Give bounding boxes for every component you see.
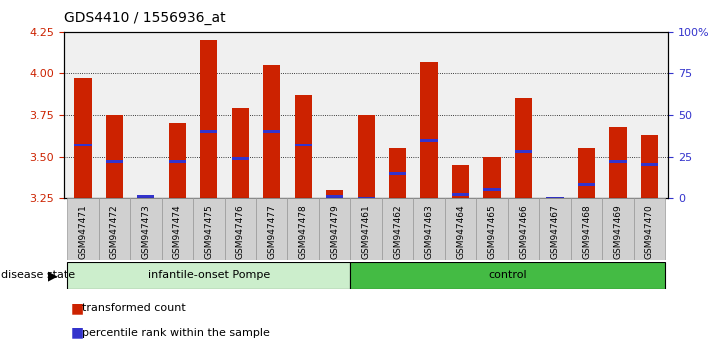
Bar (483, 156, 501, 198)
Bar (225, 198, 256, 260)
Text: ▶: ▶ (48, 269, 58, 282)
Bar (319, 198, 351, 260)
Bar (602, 198, 634, 260)
Bar (539, 198, 571, 260)
Bar (263, 130, 280, 133)
Text: GSM947478: GSM947478 (299, 205, 308, 259)
Text: GSM947464: GSM947464 (456, 205, 465, 259)
Text: GSM947467: GSM947467 (550, 205, 560, 259)
Bar (169, 160, 186, 163)
Bar (99, 198, 130, 260)
Text: GSM947470: GSM947470 (645, 205, 654, 259)
Bar (358, 197, 375, 200)
Text: GSM947462: GSM947462 (393, 205, 402, 259)
Bar (413, 198, 445, 260)
Bar (287, 198, 319, 260)
Bar (476, 198, 508, 260)
Bar (609, 160, 626, 163)
Bar (389, 172, 406, 175)
Bar (382, 198, 413, 260)
Bar (256, 198, 287, 260)
Bar (452, 193, 469, 196)
Text: disease state: disease state (1, 270, 75, 280)
Text: GSM947471: GSM947471 (78, 205, 87, 259)
Text: GSM947469: GSM947469 (614, 205, 622, 259)
Bar (445, 198, 476, 260)
Bar (351, 262, 665, 289)
Bar (351, 198, 382, 260)
Bar (106, 160, 123, 163)
Text: percentile rank within the sample: percentile rank within the sample (82, 328, 269, 338)
Bar (67, 262, 351, 289)
Bar (232, 108, 249, 198)
Bar (634, 198, 665, 260)
Bar (193, 198, 225, 260)
Text: GSM947468: GSM947468 (582, 205, 591, 259)
Text: GSM947476: GSM947476 (236, 205, 245, 259)
Bar (74, 143, 92, 147)
Text: GSM947473: GSM947473 (141, 205, 150, 259)
Text: GSM947479: GSM947479 (330, 205, 339, 259)
Bar (515, 150, 533, 153)
Text: GSM947463: GSM947463 (424, 205, 434, 259)
Text: GSM947475: GSM947475 (204, 205, 213, 259)
Bar (326, 195, 343, 198)
Text: GDS4410 / 1556936_at: GDS4410 / 1556936_at (64, 11, 225, 25)
Text: infantile-onset Pompe: infantile-onset Pompe (148, 270, 270, 280)
Bar (515, 98, 533, 198)
Bar (641, 164, 658, 166)
Bar (294, 95, 312, 198)
Bar (508, 198, 539, 260)
Bar (571, 198, 602, 260)
Bar (420, 62, 438, 198)
Text: GSM947474: GSM947474 (173, 205, 182, 259)
Bar (358, 115, 375, 198)
Bar (263, 65, 280, 198)
Text: GSM947472: GSM947472 (110, 205, 119, 259)
Bar (420, 138, 438, 142)
Bar (74, 79, 92, 198)
Bar (578, 148, 595, 198)
Bar (67, 198, 99, 260)
Text: GSM947466: GSM947466 (519, 205, 528, 259)
Text: ■: ■ (71, 326, 84, 340)
Bar (200, 40, 218, 198)
Text: GSM947465: GSM947465 (488, 205, 496, 259)
Bar (137, 195, 154, 198)
Bar (641, 135, 658, 198)
Bar (161, 198, 193, 260)
Text: GSM947461: GSM947461 (362, 205, 370, 259)
Bar (389, 148, 406, 198)
Bar (232, 157, 249, 160)
Bar (609, 127, 626, 198)
Bar (106, 115, 123, 198)
Bar (294, 143, 312, 147)
Bar (200, 130, 218, 133)
Text: GSM947477: GSM947477 (267, 205, 277, 259)
Bar (137, 196, 154, 198)
Text: transformed count: transformed count (82, 303, 186, 313)
Text: control: control (488, 270, 527, 280)
Bar (578, 183, 595, 187)
Text: ■: ■ (71, 301, 84, 315)
Bar (546, 197, 564, 200)
Bar (169, 123, 186, 198)
Bar (452, 165, 469, 198)
Bar (130, 198, 161, 260)
Bar (326, 190, 343, 198)
Bar (483, 188, 501, 192)
